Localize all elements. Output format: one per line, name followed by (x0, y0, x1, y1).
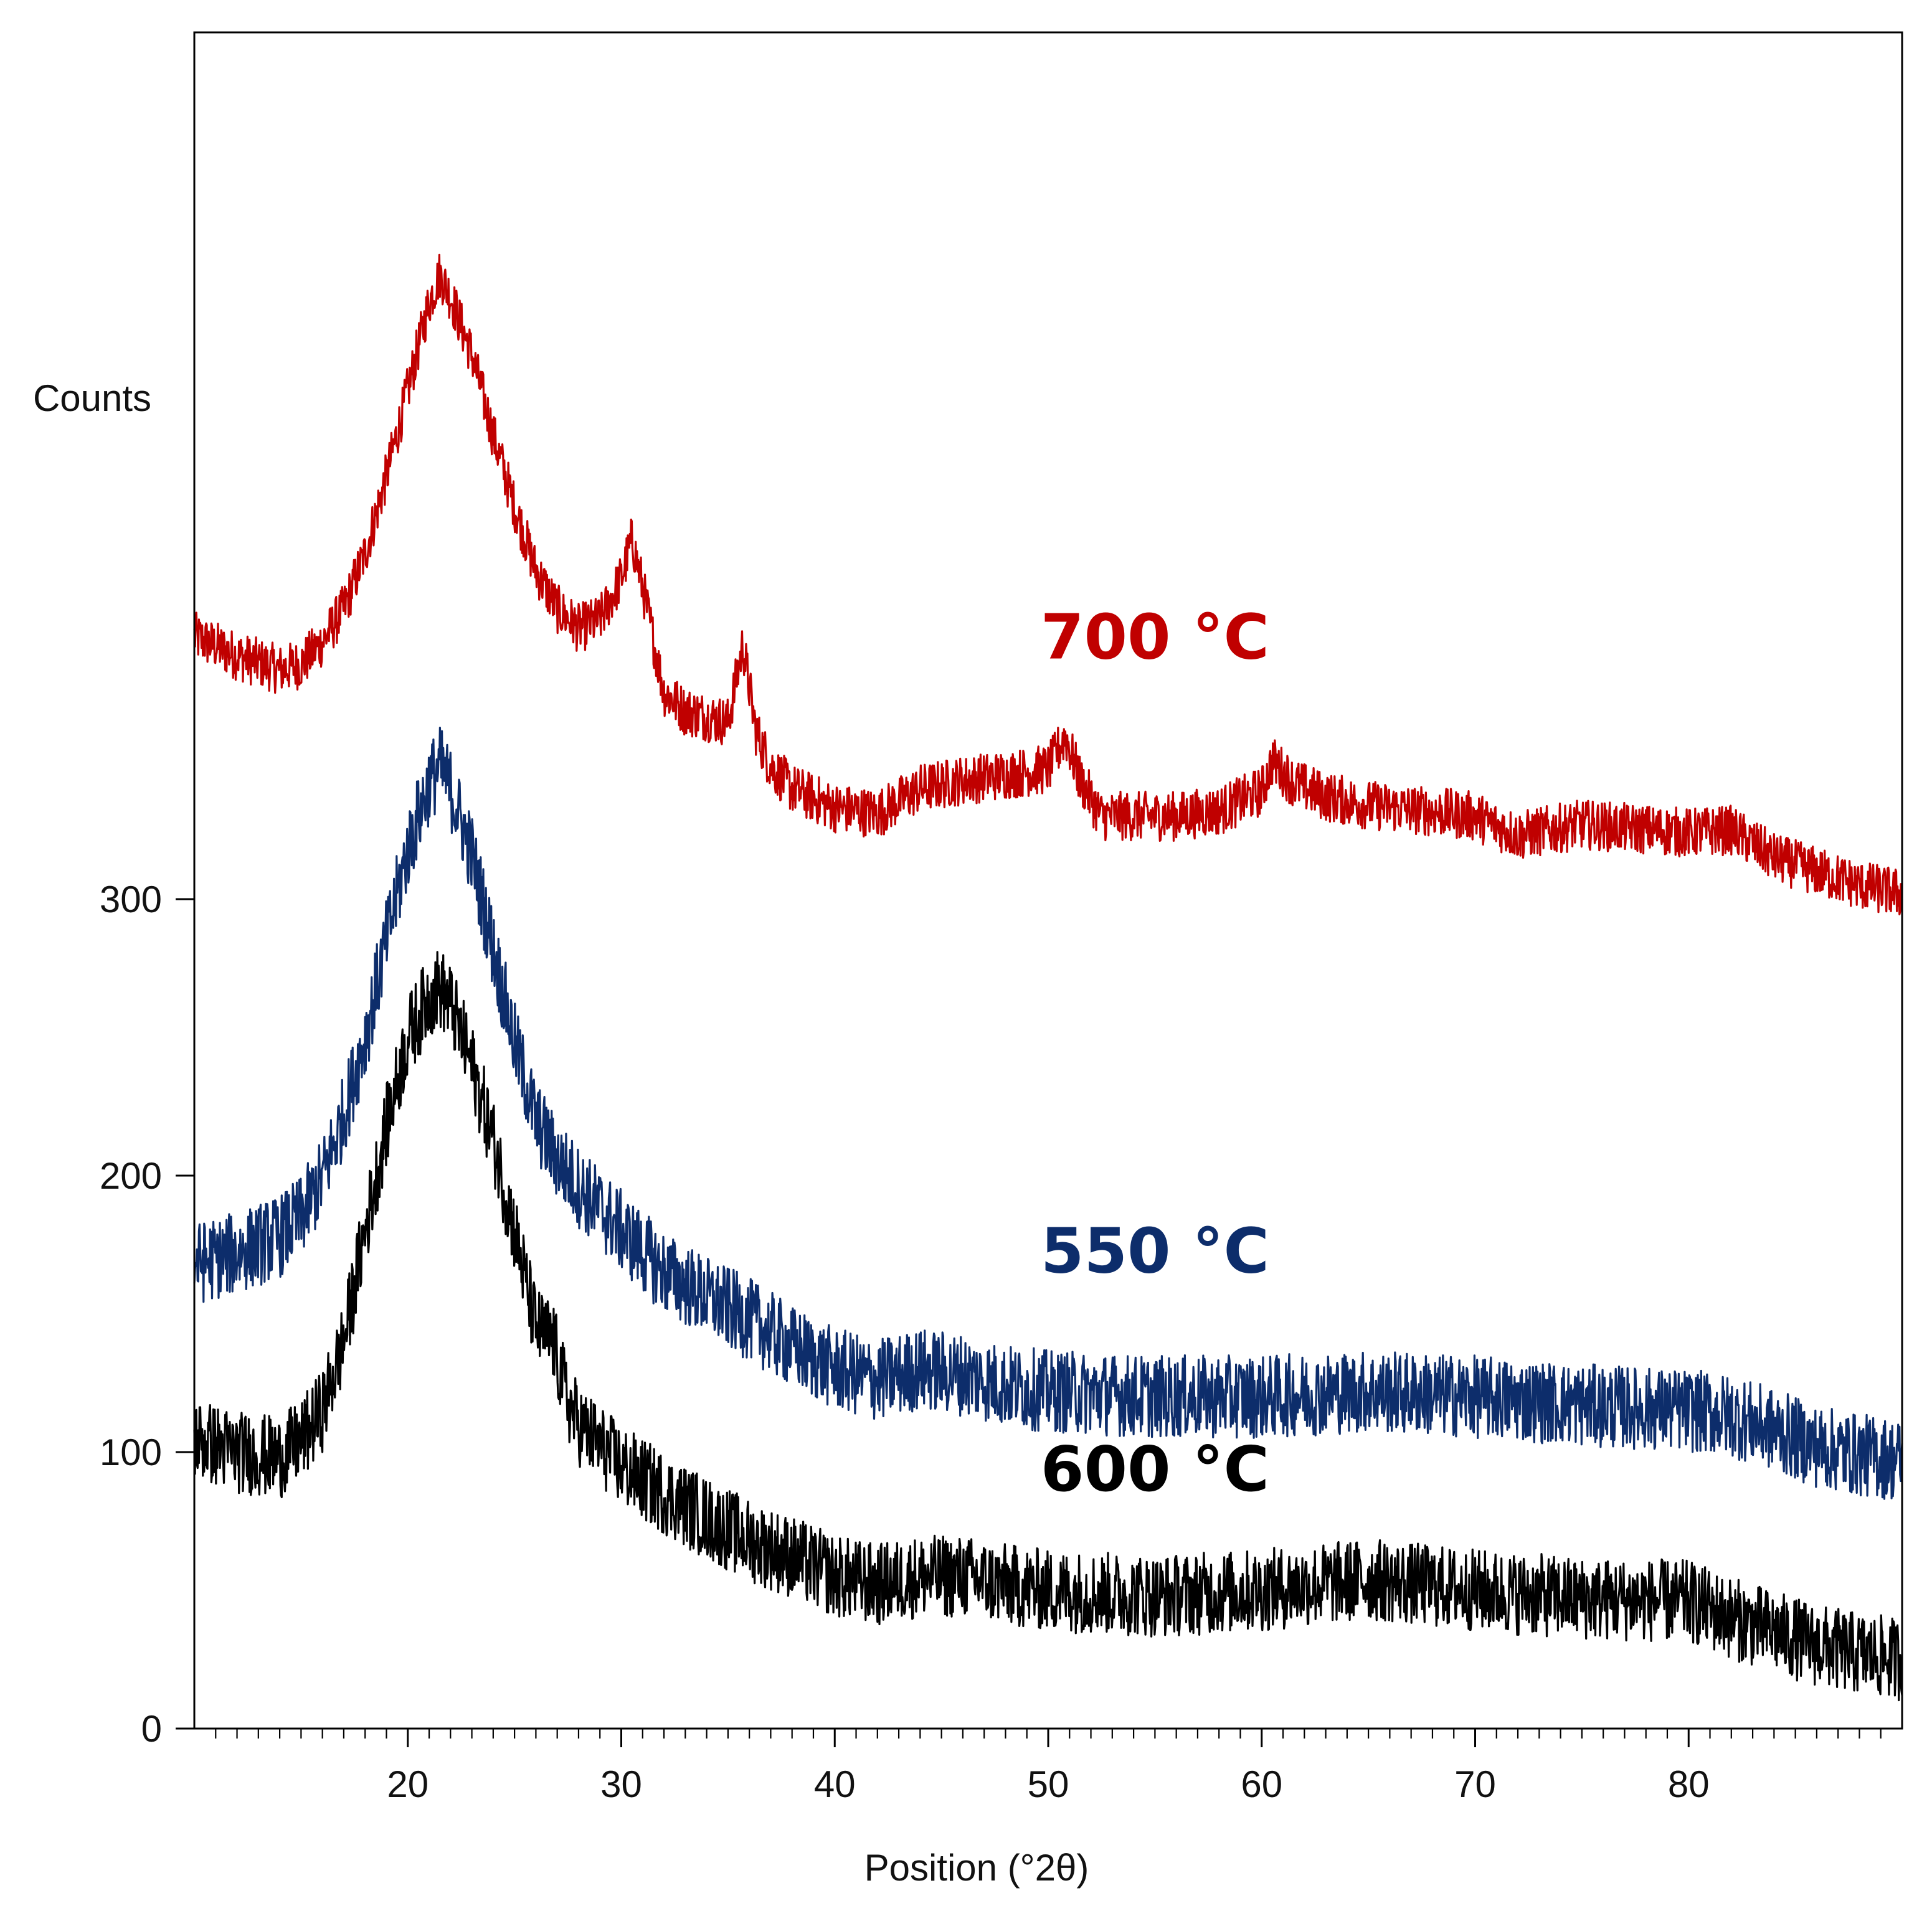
series-line-550c (193, 727, 1903, 1500)
series-label-550c: 550 °C (1041, 1214, 1269, 1287)
series-line-700c (193, 253, 1903, 915)
x-tick-label: 40 (814, 1763, 856, 1805)
x-axis-title: Position (°2θ) (864, 1847, 1089, 1889)
x-tick-label: 30 (600, 1763, 642, 1805)
x-tick-label: 70 (1454, 1763, 1496, 1805)
x-tick-label: 80 (1668, 1763, 1710, 1805)
series-line-600c (193, 951, 1903, 1702)
series-label-700c: 700 °C (1041, 601, 1269, 674)
x-tick-label: 60 (1241, 1763, 1282, 1805)
x-tick-label: 20 (387, 1763, 429, 1805)
series-label-600c: 600 °C (1041, 1433, 1269, 1506)
series-layer: 700 °C 550 °C 600 °C (193, 253, 1903, 1702)
y-tick-label: 300 (100, 879, 162, 920)
y-tick-label: 0 (141, 1708, 162, 1750)
y-tick-label: 100 (100, 1432, 162, 1473)
axes-layer: 20 30 40 50 60 70 80 0 100 200 300 (100, 31, 1903, 1805)
y-tick-label: 200 (100, 1155, 162, 1197)
x-tick-label: 50 (1028, 1763, 1069, 1805)
y-axis-title: Counts (33, 377, 151, 419)
